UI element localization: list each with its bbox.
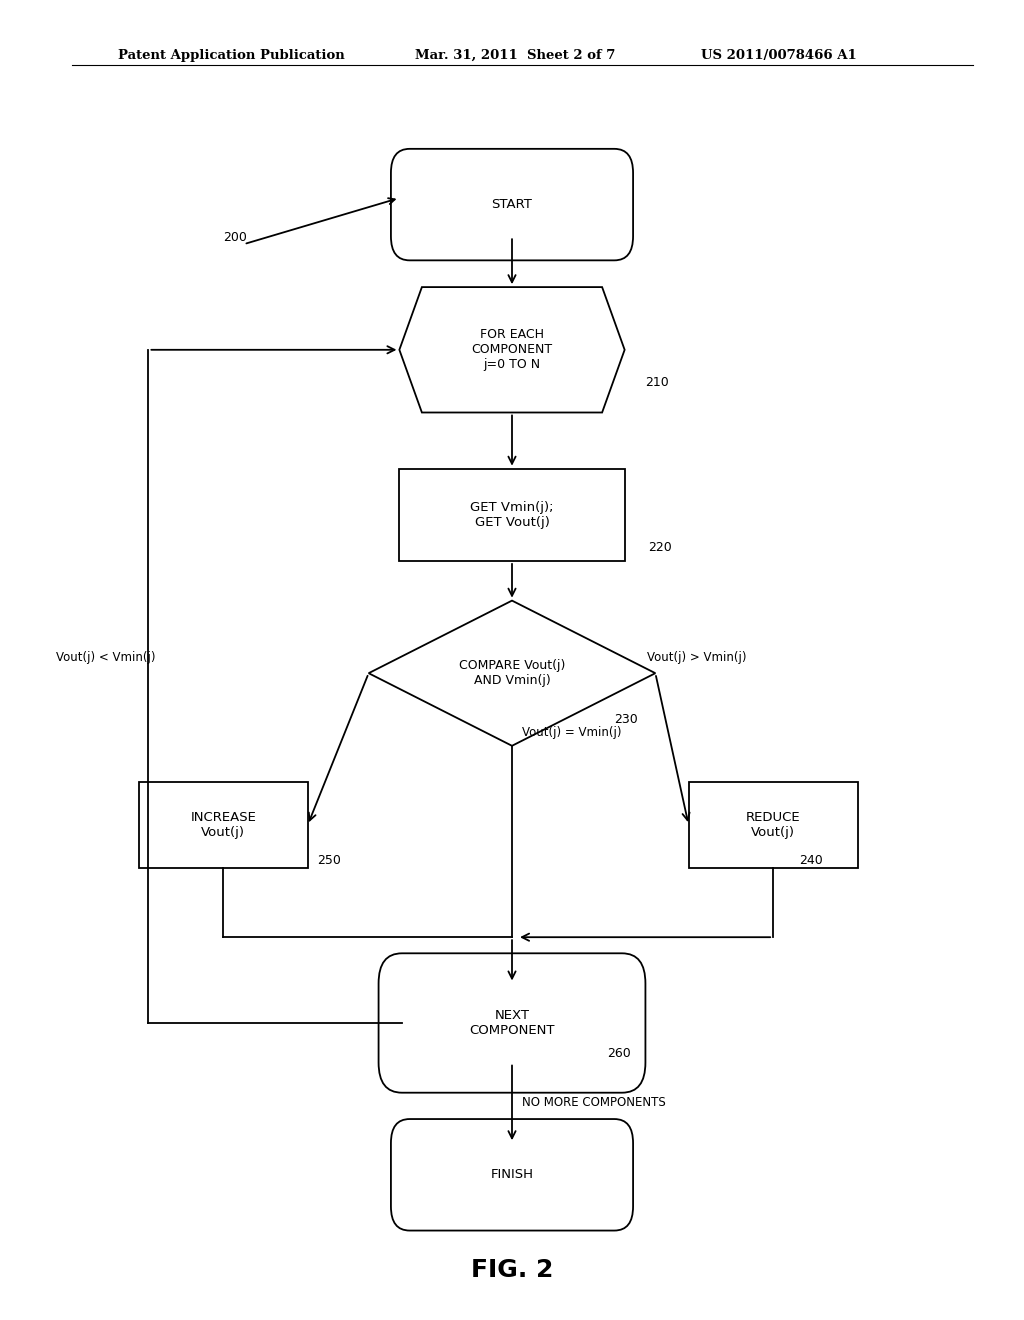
Text: NEXT
COMPONENT: NEXT COMPONENT — [469, 1008, 555, 1038]
FancyBboxPatch shape — [391, 1119, 633, 1230]
Polygon shape — [399, 288, 625, 412]
Text: Vout(j) < Vmin(j): Vout(j) < Vmin(j) — [56, 651, 156, 664]
Text: Vout(j) = Vmin(j): Vout(j) = Vmin(j) — [522, 726, 622, 739]
Text: 260: 260 — [607, 1047, 631, 1060]
Text: 210: 210 — [645, 376, 669, 389]
Text: COMPARE Vout(j)
AND Vmin(j): COMPARE Vout(j) AND Vmin(j) — [459, 659, 565, 688]
Bar — [399, 469, 625, 561]
Bar — [139, 781, 307, 869]
Polygon shape — [369, 601, 655, 746]
Text: REDUCE
Vout(j): REDUCE Vout(j) — [745, 810, 801, 840]
Text: FIG. 2: FIG. 2 — [471, 1258, 553, 1282]
Text: Mar. 31, 2011  Sheet 2 of 7: Mar. 31, 2011 Sheet 2 of 7 — [415, 49, 615, 62]
FancyBboxPatch shape — [379, 953, 645, 1093]
Text: START: START — [492, 198, 532, 211]
Text: 200: 200 — [223, 231, 247, 244]
Text: GET Vmin(j);
GET Vout(j): GET Vmin(j); GET Vout(j) — [470, 500, 554, 529]
Text: 220: 220 — [648, 541, 672, 554]
Text: US 2011/0078466 A1: US 2011/0078466 A1 — [701, 49, 857, 62]
FancyBboxPatch shape — [391, 149, 633, 260]
Text: NO MORE COMPONENTS: NO MORE COMPONENTS — [522, 1097, 666, 1109]
Text: FINISH: FINISH — [490, 1168, 534, 1181]
Text: INCREASE
Vout(j): INCREASE Vout(j) — [190, 810, 256, 840]
Text: 230: 230 — [614, 713, 638, 726]
Text: Vout(j) > Vmin(j): Vout(j) > Vmin(j) — [647, 651, 746, 664]
Text: 240: 240 — [799, 854, 822, 867]
Text: Patent Application Publication: Patent Application Publication — [118, 49, 344, 62]
Bar — [688, 781, 858, 869]
Text: FOR EACH
COMPONENT
j=0 TO N: FOR EACH COMPONENT j=0 TO N — [471, 329, 553, 371]
Text: 250: 250 — [317, 854, 341, 867]
